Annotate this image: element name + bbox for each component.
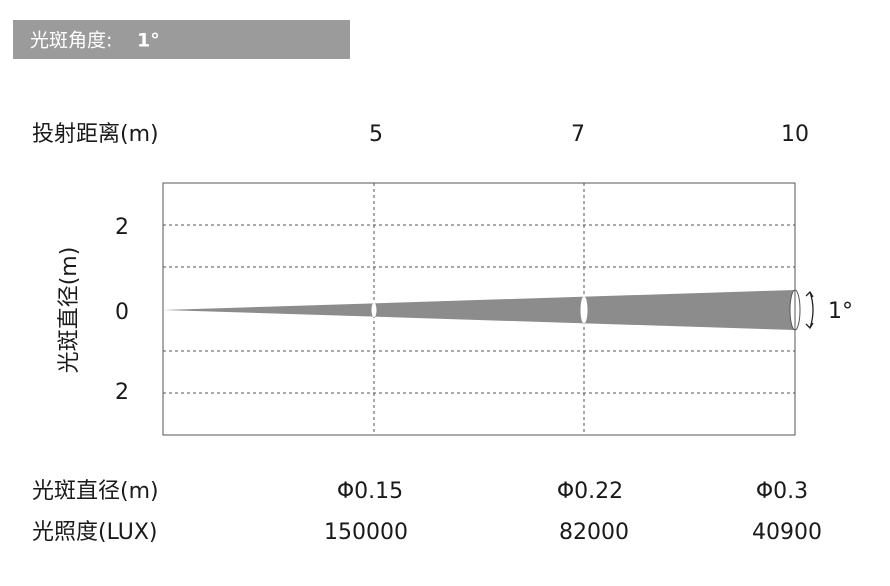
y-tick-label: 2 <box>115 380 129 405</box>
row-label: 光斑直径(m) <box>32 479 159 504</box>
row-value: Φ0.3 <box>756 479 808 504</box>
header-label: 光斑角度: <box>30 30 112 52</box>
row-value: 40900 <box>752 520 822 545</box>
row-value: 5 <box>369 122 383 147</box>
row-value: Φ0.22 <box>557 479 623 504</box>
beam-section <box>371 303 377 317</box>
header-bar <box>13 20 350 59</box>
angle-label: 1° <box>828 299 853 324</box>
beam-section <box>580 296 588 324</box>
plot: 1° <box>162 182 853 436</box>
angle-arrow <box>805 290 814 330</box>
row-label: 光照度(LUX) <box>32 520 158 545</box>
y-tick-label: 2 <box>115 215 129 240</box>
row-value: 10 <box>781 122 809 147</box>
beam-cone <box>163 290 795 330</box>
row-label: 投射距离(m) <box>32 122 159 147</box>
y-tick-label: 0 <box>115 300 129 325</box>
header-value: 1° <box>137 30 160 52</box>
y-axis-title: 光斑直径(m) <box>57 247 82 374</box>
row-value: 7 <box>571 122 585 147</box>
row-value: Φ0.15 <box>337 479 403 504</box>
row-value: 82000 <box>559 520 629 545</box>
plot-frame <box>162 182 796 436</box>
row-value: 150000 <box>324 520 408 545</box>
